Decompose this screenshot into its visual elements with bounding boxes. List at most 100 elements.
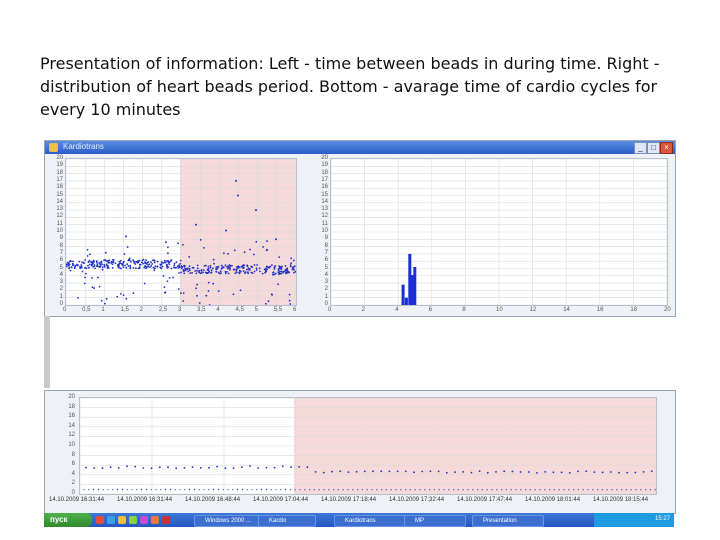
average-point bbox=[101, 467, 104, 470]
baseline-point bbox=[160, 489, 162, 491]
scatter-point bbox=[153, 269, 156, 271]
scatter-point bbox=[220, 272, 222, 274]
quicklaunch-icon[interactable] bbox=[140, 516, 148, 524]
baseline-point bbox=[592, 489, 594, 491]
scatter-point bbox=[236, 271, 238, 274]
baseline-point bbox=[275, 489, 277, 491]
scatter-point bbox=[87, 261, 90, 263]
start-button[interactable]: пуск bbox=[44, 513, 92, 527]
scatter-point bbox=[202, 271, 204, 274]
quicklaunch-icon[interactable] bbox=[118, 516, 126, 524]
scatter-point bbox=[242, 266, 245, 269]
average-point bbox=[322, 471, 325, 474]
scatter-point bbox=[110, 260, 113, 263]
y-tick-label: 16 bbox=[68, 413, 75, 420]
close-button[interactable]: × bbox=[660, 142, 673, 154]
baseline-point bbox=[88, 489, 90, 491]
taskbar-button[interactable]: Windows 2000 ... bbox=[194, 515, 266, 527]
scatter-point bbox=[142, 258, 145, 261]
average-point bbox=[191, 466, 194, 468]
quicklaunch-icon[interactable] bbox=[129, 516, 137, 524]
scatter-point bbox=[188, 269, 191, 272]
scatter-point bbox=[273, 268, 276, 270]
baseline-point bbox=[553, 489, 555, 491]
histogram-bar bbox=[410, 275, 414, 305]
scatter-point bbox=[120, 259, 122, 262]
scatter-point bbox=[196, 294, 198, 297]
x-tick-label: 18 bbox=[630, 307, 638, 313]
scatter-point bbox=[212, 282, 215, 285]
taskbar-button[interactable]: MP bbox=[404, 515, 466, 527]
x-tick-label: 12 bbox=[529, 307, 537, 313]
average-point bbox=[93, 467, 96, 469]
scatter-point bbox=[78, 260, 81, 263]
y-tick-label: 2 bbox=[59, 286, 63, 293]
baseline-point bbox=[385, 489, 387, 491]
y-tick-label: 4 bbox=[71, 470, 75, 477]
scatter-point bbox=[138, 267, 141, 270]
average-point bbox=[593, 471, 596, 473]
scatter-point bbox=[195, 223, 197, 226]
scatter-point bbox=[199, 239, 202, 241]
scatter-point bbox=[187, 270, 190, 273]
scatter-point bbox=[167, 252, 169, 255]
y-tick-label: 9 bbox=[59, 235, 63, 242]
baseline-point bbox=[294, 489, 296, 491]
baseline-point bbox=[121, 489, 123, 491]
date-tick-label: 14.10.2009 16:31:44 bbox=[49, 497, 105, 503]
scatter-point bbox=[164, 291, 167, 294]
taskbar-button[interactable]: Kardio bbox=[258, 515, 316, 527]
quicklaunch-icon[interactable] bbox=[151, 516, 159, 524]
scatter-point bbox=[184, 269, 187, 272]
x-tick-label: 14 bbox=[563, 307, 570, 313]
quicklaunch-icon[interactable] bbox=[107, 516, 115, 524]
scatter-point bbox=[280, 270, 283, 273]
maximize-button[interactable]: □ bbox=[647, 142, 660, 154]
scatter-point bbox=[116, 295, 119, 298]
taskbar-button[interactable]: Kardiotrans bbox=[334, 515, 406, 527]
scatter-point bbox=[167, 246, 169, 249]
y-tick-label: 3 bbox=[59, 279, 63, 286]
baseline-point bbox=[395, 489, 397, 491]
baseline-point bbox=[472, 489, 474, 491]
y-tick-label: 1 bbox=[59, 293, 63, 300]
title-bar[interactable]: Kardiotrans _ □ × bbox=[45, 141, 675, 154]
scatter-point bbox=[168, 263, 171, 265]
scatter-point bbox=[122, 266, 125, 269]
scatter-point bbox=[198, 302, 201, 304]
scatter-point bbox=[243, 264, 246, 266]
scatter-point bbox=[265, 265, 268, 268]
scatter-point bbox=[121, 263, 124, 266]
scatter-point bbox=[279, 270, 281, 273]
y-tick-label: 5 bbox=[59, 264, 63, 271]
quicklaunch-icon[interactable] bbox=[96, 516, 104, 524]
scatter-point bbox=[177, 242, 179, 245]
baseline-point bbox=[467, 489, 469, 491]
scatter-point bbox=[196, 264, 199, 267]
scatter-point bbox=[195, 272, 198, 275]
baseline-point bbox=[582, 489, 584, 491]
y-tick-label: 6 bbox=[324, 257, 328, 264]
taskbar-button[interactable]: Presentation bbox=[472, 515, 544, 527]
x-tick-label: 4 bbox=[216, 307, 220, 313]
scatter-point bbox=[144, 262, 147, 265]
scatter-point bbox=[222, 266, 225, 269]
scatter-point bbox=[266, 240, 268, 242]
baseline-point bbox=[265, 489, 267, 491]
baseline-point bbox=[333, 489, 335, 491]
quicklaunch-icon[interactable] bbox=[162, 516, 170, 524]
average-point bbox=[355, 470, 358, 473]
scatter-point bbox=[153, 259, 156, 262]
baseline-point bbox=[587, 489, 589, 491]
scatter-point bbox=[72, 264, 75, 266]
scatter-point bbox=[210, 271, 213, 274]
date-tick-label: 14.10.2009 17:32:44 bbox=[389, 497, 445, 503]
scatter-point bbox=[182, 243, 184, 246]
x-tick-label: 3 bbox=[178, 307, 182, 313]
y-tick-label: 2 bbox=[71, 480, 75, 487]
baseline-point bbox=[136, 489, 138, 491]
average-point bbox=[609, 471, 612, 473]
scatter-point bbox=[196, 269, 198, 272]
y-tick-label: 17 bbox=[321, 176, 328, 183]
minimize-button[interactable]: _ bbox=[634, 142, 647, 154]
